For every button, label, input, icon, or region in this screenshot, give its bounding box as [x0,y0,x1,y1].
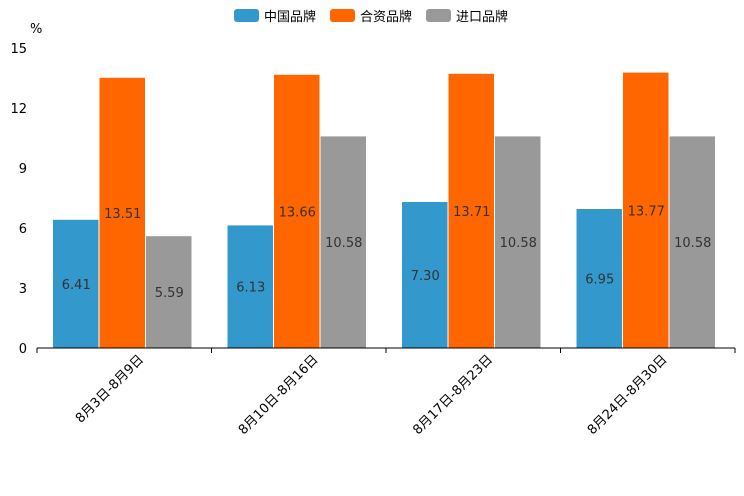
data-label: 5.59 [155,286,184,301]
data-label: 6.41 [62,278,91,293]
data-label: 10.58 [325,236,362,251]
data-label: 10.58 [674,236,711,251]
y-tick-label: 3 [19,282,27,297]
bars: 6.41 13.51 5.59 6.13 13.66 10.58 7.30 13.71 10.5… [53,72,715,349]
x-category-label: 8月24日-8月30日 [585,352,671,438]
bar [146,236,192,348]
x-category-label: 8月10日-8月16日 [236,352,322,438]
legend: 中国品牌 合资品牌 进口品牌 [234,9,508,25]
y-tick-label: 15 [10,42,27,57]
bar [274,74,320,349]
bar [623,72,669,348]
y-tick-label: 0 [19,342,27,357]
y-axis-unit-label: % [30,22,42,37]
y-tick-label: 12 [10,102,27,117]
bar [495,136,541,348]
bar [320,136,366,348]
legend-swatch [234,9,259,22]
bar [99,77,145,349]
legend-item-label[interactable]: 合资品牌 [360,9,412,25]
bar [448,73,494,349]
legend-swatch [330,9,355,22]
data-label: 10.58 [500,236,537,251]
x-category-label: 8月3日-8月9日 [73,352,147,426]
bar [669,136,715,348]
legend-item-label[interactable]: 进口品牌 [456,9,508,25]
y-tick-label: 9 [19,162,27,177]
y-tick-label: 6 [19,222,27,237]
data-label: 6.95 [585,273,614,288]
bar [53,219,99,348]
y-axis: 0 3 6 9 12 15 [10,42,27,357]
x-axis: 8月3日-8月9日 8月10日-8月16日 8月17日-8月23日 8月24日-8月3… [36,347,736,438]
bar [576,209,622,348]
data-label: 7.30 [411,269,440,284]
bar [402,202,448,348]
bar [227,225,273,348]
data-label: 13.51 [104,207,141,222]
legend-swatch [426,9,451,22]
data-label: 6.13 [236,281,265,296]
data-label: 13.77 [628,204,665,219]
data-label: 13.66 [279,205,316,220]
legend-item-label[interactable]: 中国品牌 [264,9,316,25]
x-category-label: 8月17日-8月23日 [410,352,496,438]
data-label: 13.71 [453,205,490,220]
